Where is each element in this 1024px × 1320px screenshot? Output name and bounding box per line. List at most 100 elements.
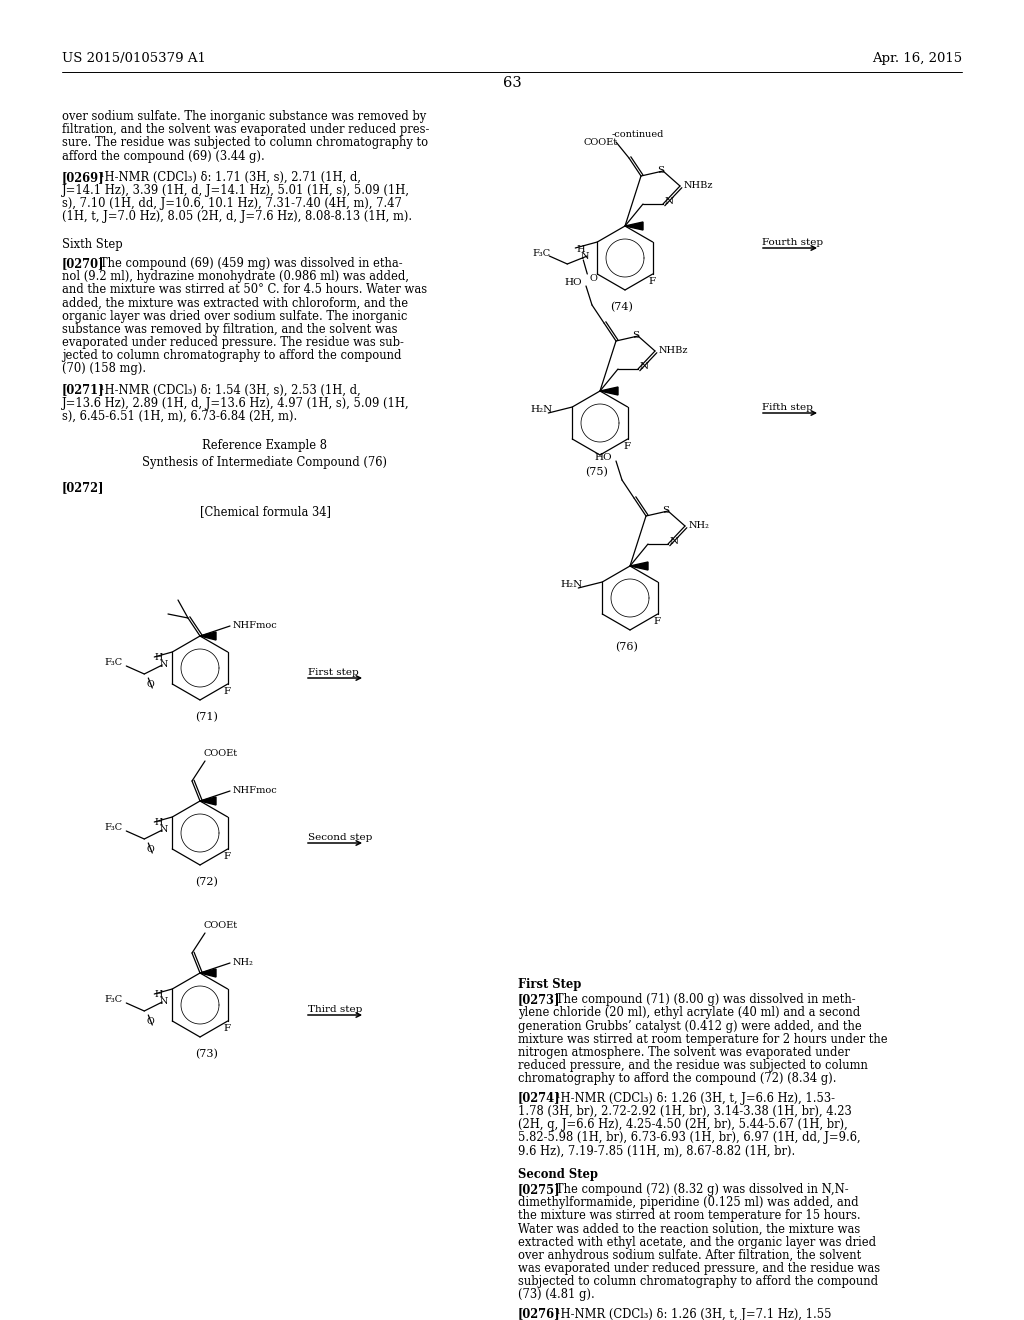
Polygon shape: [200, 969, 216, 977]
Text: Second step: Second step: [308, 833, 373, 842]
Text: s), 7.10 (1H, dd, J=10.6, 10.1 Hz), 7.31-7.40 (4H, m), 7.47: s), 7.10 (1H, dd, J=10.6, 10.1 Hz), 7.31…: [62, 197, 401, 210]
Text: COOEt: COOEt: [584, 139, 618, 147]
Text: (71): (71): [195, 711, 218, 722]
Text: N: N: [160, 825, 168, 834]
Text: the mixture was stirred at room temperature for 15 hours.: the mixture was stirred at room temperat…: [518, 1209, 860, 1222]
Text: generation Grubbs’ catalyst (0.412 g) were added, and the: generation Grubbs’ catalyst (0.412 g) we…: [518, 1019, 862, 1032]
Text: 1.78 (3H, br), 2.72-2.92 (1H, br), 3.14-3.38 (1H, br), 4.23: 1.78 (3H, br), 2.72-2.92 (1H, br), 3.14-…: [518, 1105, 852, 1118]
Text: extracted with ethyl acetate, and the organic layer was dried: extracted with ethyl acetate, and the or…: [518, 1236, 877, 1249]
Text: Third step: Third step: [308, 1005, 362, 1014]
Text: [0273]: [0273]: [518, 993, 560, 1006]
Text: ylene chloride (20 ml), ethyl acrylate (40 ml) and a second: ylene chloride (20 ml), ethyl acrylate (…: [518, 1006, 860, 1019]
Text: [0269]: [0269]: [62, 170, 104, 183]
Text: nol (9.2 ml), hydrazine monohydrate (0.986 ml) was added,: nol (9.2 ml), hydrazine monohydrate (0.9…: [62, 271, 409, 282]
Text: The compound (72) (8.32 g) was dissolved in N,N-: The compound (72) (8.32 g) was dissolved…: [545, 1183, 848, 1196]
Text: Reference Example 8: Reference Example 8: [203, 440, 328, 453]
Text: (73): (73): [195, 1049, 218, 1060]
Text: dimethylformamide, piperidine (0.125 ml) was added, and: dimethylformamide, piperidine (0.125 ml)…: [518, 1196, 859, 1209]
Text: O: O: [146, 680, 154, 689]
Text: F₃C: F₃C: [104, 657, 123, 667]
Text: sure. The residue was subjected to column chromatography to: sure. The residue was subjected to colum…: [62, 136, 428, 149]
Text: [0271]: [0271]: [62, 384, 104, 396]
Text: [Chemical formula 34]: [Chemical formula 34]: [200, 504, 331, 517]
Text: ¹H-NMR (CDCl₃) δ: 1.26 (3H, t, J=6.6 Hz), 1.53-: ¹H-NMR (CDCl₃) δ: 1.26 (3H, t, J=6.6 Hz)…: [545, 1092, 835, 1105]
Text: (1H, t, J=7.0 Hz), 8.05 (2H, d, J=7.6 Hz), 8.08-8.13 (1H, m).: (1H, t, J=7.0 Hz), 8.05 (2H, d, J=7.6 Hz…: [62, 210, 412, 223]
Text: (75): (75): [585, 467, 608, 478]
Polygon shape: [200, 797, 216, 805]
Text: Sixth Step: Sixth Step: [62, 238, 123, 251]
Text: and the mixture was stirred at 50° C. for 4.5 hours. Water was: and the mixture was stirred at 50° C. fo…: [62, 284, 427, 296]
Text: [0274]: [0274]: [518, 1092, 560, 1105]
Text: F₃C: F₃C: [104, 995, 123, 1005]
Text: (74): (74): [610, 302, 633, 313]
Text: ¹H-NMR (CDCl₃) δ: 1.26 (3H, t, J=7.1 Hz), 1.55: ¹H-NMR (CDCl₃) δ: 1.26 (3H, t, J=7.1 Hz)…: [545, 1308, 831, 1320]
Polygon shape: [630, 562, 648, 570]
Text: evaporated under reduced pressure. The residue was sub-: evaporated under reduced pressure. The r…: [62, 337, 403, 348]
Text: substance was removed by filtration, and the solvent was: substance was removed by filtration, and…: [62, 323, 397, 335]
Text: chromatography to afford the compound (72) (8.34 g).: chromatography to afford the compound (7…: [518, 1072, 837, 1085]
Text: F: F: [223, 1024, 230, 1034]
Text: S: S: [657, 166, 665, 176]
Text: Water was added to the reaction solution, the mixture was: Water was added to the reaction solution…: [518, 1222, 860, 1236]
Text: N: N: [640, 362, 649, 371]
Text: First Step: First Step: [518, 978, 582, 991]
Text: H₂N: H₂N: [560, 579, 583, 589]
Text: ¹H-NMR (CDCl₃) δ: 1.71 (3H, s), 2.71 (1H, d,: ¹H-NMR (CDCl₃) δ: 1.71 (3H, s), 2.71 (1H…: [89, 170, 360, 183]
Text: (73) (4.81 g).: (73) (4.81 g).: [518, 1288, 595, 1302]
Text: mixture was stirred at room temperature for 2 hours under the: mixture was stirred at room temperature …: [518, 1032, 888, 1045]
Text: O: O: [146, 1016, 154, 1026]
Text: over anhydrous sodium sulfate. After filtration, the solvent: over anhydrous sodium sulfate. After fil…: [518, 1249, 861, 1262]
Text: [0272]: [0272]: [62, 482, 104, 495]
Text: NHBz: NHBz: [659, 346, 688, 355]
Text: The compound (69) (459 mg) was dissolved in etha-: The compound (69) (459 mg) was dissolved…: [89, 257, 402, 269]
Text: organic layer was dried over sodium sulfate. The inorganic: organic layer was dried over sodium sulf…: [62, 310, 408, 322]
Text: Second Step: Second Step: [518, 1168, 598, 1180]
Text: F: F: [653, 616, 660, 626]
Text: NH₂: NH₂: [233, 958, 254, 968]
Text: H: H: [155, 653, 163, 663]
Text: N: N: [670, 537, 679, 546]
Text: O: O: [146, 845, 154, 854]
Text: The compound (71) (8.00 g) was dissolved in meth-: The compound (71) (8.00 g) was dissolved…: [545, 993, 855, 1006]
Text: jected to column chromatography to afford the compound: jected to column chromatography to affor…: [62, 350, 401, 362]
Text: N: N: [581, 252, 589, 261]
Text: NHBz: NHBz: [684, 181, 714, 190]
Text: US 2015/0105379 A1: US 2015/0105379 A1: [62, 51, 206, 65]
Text: added, the mixture was extracted with chloroform, and the: added, the mixture was extracted with ch…: [62, 297, 409, 309]
Text: N: N: [160, 660, 168, 669]
Text: Fourth step: Fourth step: [762, 238, 823, 247]
Text: NHFmoc: NHFmoc: [233, 620, 278, 630]
Polygon shape: [625, 222, 643, 230]
Text: F: F: [223, 686, 230, 696]
Text: J=14.1 Hz), 3.39 (1H, d, J=14.1 Hz), 5.01 (1H, s), 5.09 (1H,: J=14.1 Hz), 3.39 (1H, d, J=14.1 Hz), 5.0…: [62, 183, 410, 197]
Text: (72): (72): [195, 876, 218, 887]
Text: NHFmoc: NHFmoc: [233, 785, 278, 795]
Text: HO: HO: [594, 453, 611, 462]
Text: Fifth step: Fifth step: [762, 403, 813, 412]
Text: COOEt: COOEt: [203, 921, 238, 931]
Text: F: F: [223, 851, 230, 861]
Text: J=13.6 Hz), 2.89 (1H, d, J=13.6 Hz), 4.97 (1H, s), 5.09 (1H,: J=13.6 Hz), 2.89 (1H, d, J=13.6 Hz), 4.9…: [62, 397, 410, 409]
Text: ¹H-NMR (CDCl₃) δ: 1.54 (3H, s), 2.53 (1H, d,: ¹H-NMR (CDCl₃) δ: 1.54 (3H, s), 2.53 (1H…: [89, 384, 360, 396]
Text: 5.82-5.98 (1H, br), 6.73-6.93 (1H, br), 6.97 (1H, dd, J=9.6,: 5.82-5.98 (1H, br), 6.73-6.93 (1H, br), …: [518, 1131, 860, 1144]
Text: 9.6 Hz), 7.19-7.85 (11H, m), 8.67-8.82 (1H, br).: 9.6 Hz), 7.19-7.85 (11H, m), 8.67-8.82 (…: [518, 1144, 796, 1158]
Text: (2H, q, J=6.6 Hz), 4.25-4.50 (2H, br), 5.44-5.67 (1H, br),: (2H, q, J=6.6 Hz), 4.25-4.50 (2H, br), 5…: [518, 1118, 848, 1131]
Text: filtration, and the solvent was evaporated under reduced pres-: filtration, and the solvent was evaporat…: [62, 123, 429, 136]
Text: F₃C: F₃C: [104, 822, 123, 832]
Text: over sodium sulfate. The inorganic substance was removed by: over sodium sulfate. The inorganic subst…: [62, 110, 426, 123]
Text: [0275]: [0275]: [518, 1183, 560, 1196]
Text: O: O: [589, 275, 597, 282]
Text: H: H: [155, 990, 163, 999]
Polygon shape: [200, 632, 216, 640]
Text: subjected to column chromatography to afford the compound: subjected to column chromatography to af…: [518, 1275, 879, 1288]
Text: COOEt: COOEt: [203, 748, 238, 758]
Text: 63: 63: [503, 77, 521, 90]
Text: HO: HO: [564, 279, 582, 286]
Text: S: S: [632, 331, 639, 341]
Text: N: N: [160, 997, 168, 1006]
Text: NH₂: NH₂: [689, 521, 710, 531]
Text: was evaporated under reduced pressure, and the residue was: was evaporated under reduced pressure, a…: [518, 1262, 880, 1275]
Text: Synthesis of Intermediate Compound (76): Synthesis of Intermediate Compound (76): [142, 457, 387, 470]
Text: F₃C: F₃C: [532, 249, 551, 257]
Text: (70) (158 mg).: (70) (158 mg).: [62, 363, 146, 375]
